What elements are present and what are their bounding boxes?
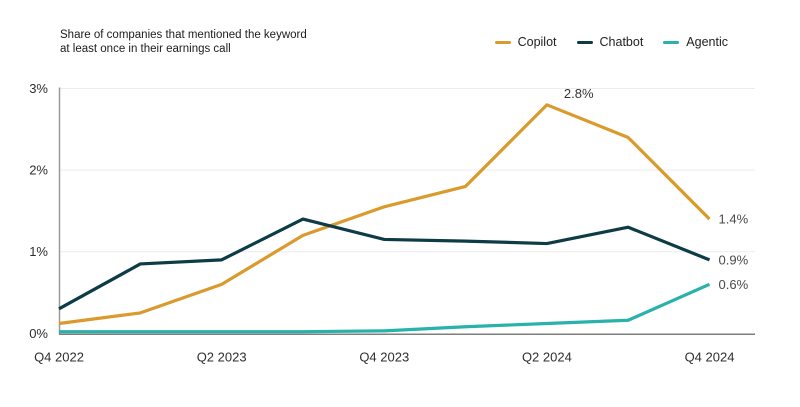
y-axis-label: 1% xyxy=(29,244,48,259)
y-axis-label: 2% xyxy=(29,163,48,178)
annotation-label: 2.8% xyxy=(564,86,594,101)
y-axis-label: 3% xyxy=(29,81,48,96)
annotation-label: 0.6% xyxy=(719,277,749,292)
x-axis-label: Q4 2024 xyxy=(685,350,735,365)
x-axis-label: Q4 2022 xyxy=(34,350,84,365)
y-axis-label: 0% xyxy=(29,326,48,341)
legend-label: Agentic xyxy=(686,35,728,49)
legend-dash-icon xyxy=(663,40,680,44)
legend-dash-icon xyxy=(576,40,593,44)
annotation-label: 1.4% xyxy=(719,212,749,227)
legend-dash-icon xyxy=(494,40,511,44)
series-line-copilot xyxy=(58,103,711,326)
legend-item-agentic: Agentic xyxy=(663,35,728,49)
legend-item-chatbot: Chatbot xyxy=(576,35,644,49)
legend-label: Chatbot xyxy=(599,35,644,49)
x-axis-label: Q2 2024 xyxy=(522,350,572,365)
x-axis-label: Q4 2023 xyxy=(359,350,409,365)
x-axis-label: Q2 2023 xyxy=(197,350,247,365)
annotation-label: 0.9% xyxy=(719,252,749,267)
legend-item-copilot: Copilot xyxy=(494,35,557,49)
legend: Copilot Chatbot Agentic xyxy=(494,35,728,49)
chart-subtitle: Share of companies that mentioned the ke… xyxy=(60,29,307,55)
series-line-agentic xyxy=(59,282,711,334)
legend-label: Copilot xyxy=(517,35,557,49)
series-line-chatbot xyxy=(58,217,711,311)
